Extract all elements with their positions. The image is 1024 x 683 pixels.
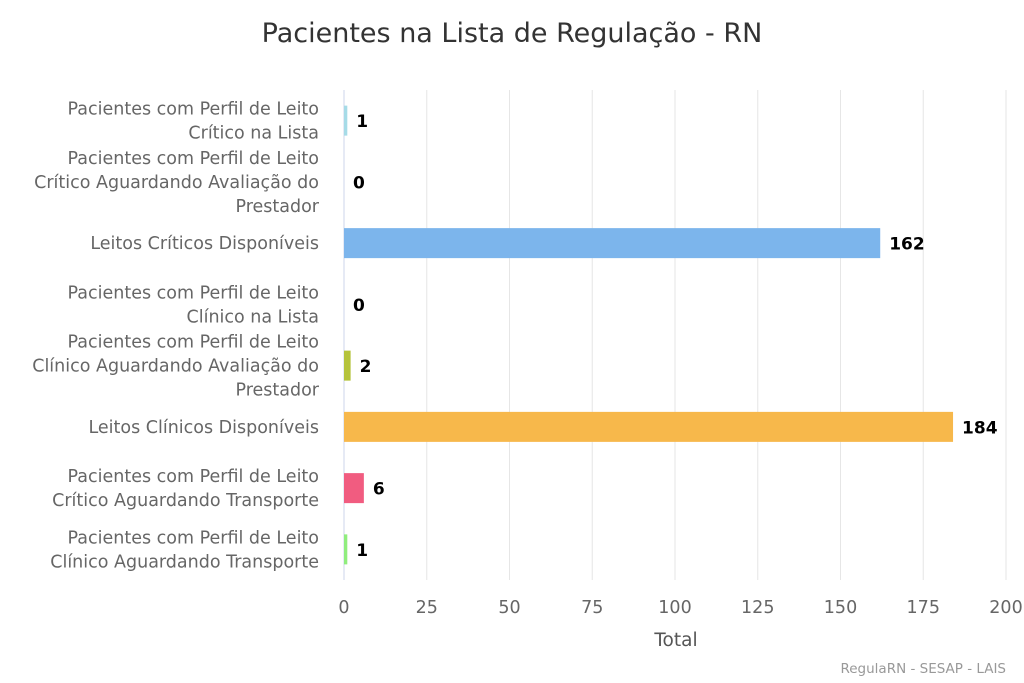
category-label: Pacientes com Perfil de Leito Clínico Agu…: [50, 528, 319, 572]
category-label: Pacientes com Perfil de Leito Clínico na …: [68, 283, 320, 327]
x-tick-label: 150: [824, 598, 857, 618]
x-tick-label: 175: [907, 598, 940, 618]
bar[interactable]: [344, 473, 364, 504]
x-tick-label: 0: [338, 598, 349, 618]
bar[interactable]: [344, 228, 881, 259]
x-axis-title: Total: [653, 630, 697, 651]
bar[interactable]: [344, 534, 348, 565]
category-label: Leitos Clínicos Disponíveis: [88, 418, 319, 438]
bar[interactable]: [344, 350, 351, 381]
data-label: 1: [356, 112, 368, 132]
x-tick-label: 25: [416, 598, 438, 618]
category-label: Pacientes com Perfil de Leito Crítico Agu…: [52, 467, 319, 511]
bar[interactable]: [344, 105, 348, 136]
category-label: Pacientes com Perfil de Leito Crítico na …: [68, 100, 320, 144]
x-tick-label: 100: [658, 598, 691, 618]
x-tick-label: 125: [741, 598, 774, 618]
data-label: 0: [353, 296, 365, 316]
data-label: 2: [360, 357, 372, 377]
category-label: Pacientes com Perfil de Leito Clínico Agu…: [32, 333, 320, 401]
x-tick-label: 75: [581, 598, 603, 618]
chart-credits[interactable]: RegulaRN - SESAP - LAIS: [840, 661, 1006, 677]
category-labels: Pacientes com Perfil de Leito Crítico na …: [32, 100, 320, 573]
x-tick-label: 50: [498, 598, 520, 618]
data-label: 1: [356, 541, 368, 561]
chart-title: Pacientes na Lista de Regulação - RN: [262, 18, 763, 49]
x-tick-label: 200: [989, 598, 1022, 618]
x-axis-ticks: 0 25 50 75 100 125 150 175 200: [338, 598, 1022, 618]
bars: 1 0 162 0 2 184 6 1: [344, 105, 998, 565]
grid-lines: [343, 90, 1007, 580]
data-label: 184: [962, 418, 998, 438]
category-label: Leitos Críticos Disponíveis: [90, 234, 319, 254]
data-label: 0: [353, 173, 365, 193]
data-label: 6: [373, 480, 385, 500]
bar[interactable]: [344, 411, 954, 442]
data-label: 162: [889, 235, 925, 255]
category-label: Pacientes com Perfil de Leito Crítico Agu…: [34, 149, 320, 217]
